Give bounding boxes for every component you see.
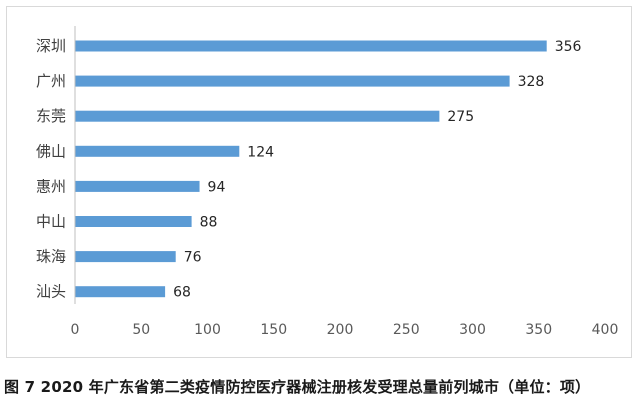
category-label: 广州 [36, 72, 66, 90]
bar-6 [75, 251, 176, 263]
bar-chart: 0 50 100 150 200 250 300 350 400 深圳 356 广州 328 东莞 275… [36, 26, 619, 338]
bar-3 [75, 145, 240, 157]
category-label: 惠州 [36, 177, 66, 195]
x-tick-label: 300 [459, 322, 486, 338]
x-tick-label: 200 [327, 322, 354, 338]
data-label: 328 [518, 74, 545, 90]
bar-1 [75, 75, 510, 87]
x-tick-label: 250 [393, 322, 420, 338]
x-tick-label: 350 [525, 322, 552, 338]
bar-2 [75, 110, 440, 122]
category-label: 深圳 [36, 37, 66, 55]
category-label: 汕头 [36, 283, 66, 301]
x-tick-label: 0 [71, 322, 80, 338]
data-label: 76 [184, 250, 202, 266]
x-tick-label: 150 [260, 322, 287, 338]
data-label: 88 [200, 215, 218, 231]
category-label: 佛山 [36, 142, 66, 160]
data-label: 94 [208, 179, 226, 195]
data-label: 356 [555, 39, 582, 55]
category-label: 珠海 [36, 248, 66, 266]
data-label: 275 [447, 109, 474, 125]
x-tick-label: 400 [592, 322, 619, 338]
category-label: 中山 [36, 213, 66, 231]
bar-0 [75, 40, 547, 52]
bar-4 [75, 180, 200, 192]
bar-5 [75, 216, 192, 227]
figure-caption: 图 7 2020 年广东省第二类疫情防控医疗器械注册核发受理总量前列城市（单位：… [4, 378, 591, 396]
x-tick-label: 100 [194, 322, 221, 338]
x-tick-label: 50 [132, 322, 150, 338]
category-label: 东莞 [36, 107, 66, 125]
data-label: 124 [247, 144, 274, 160]
chart-frame [6, 6, 632, 358]
data-label: 68 [173, 285, 191, 301]
bar-7 [75, 286, 166, 298]
